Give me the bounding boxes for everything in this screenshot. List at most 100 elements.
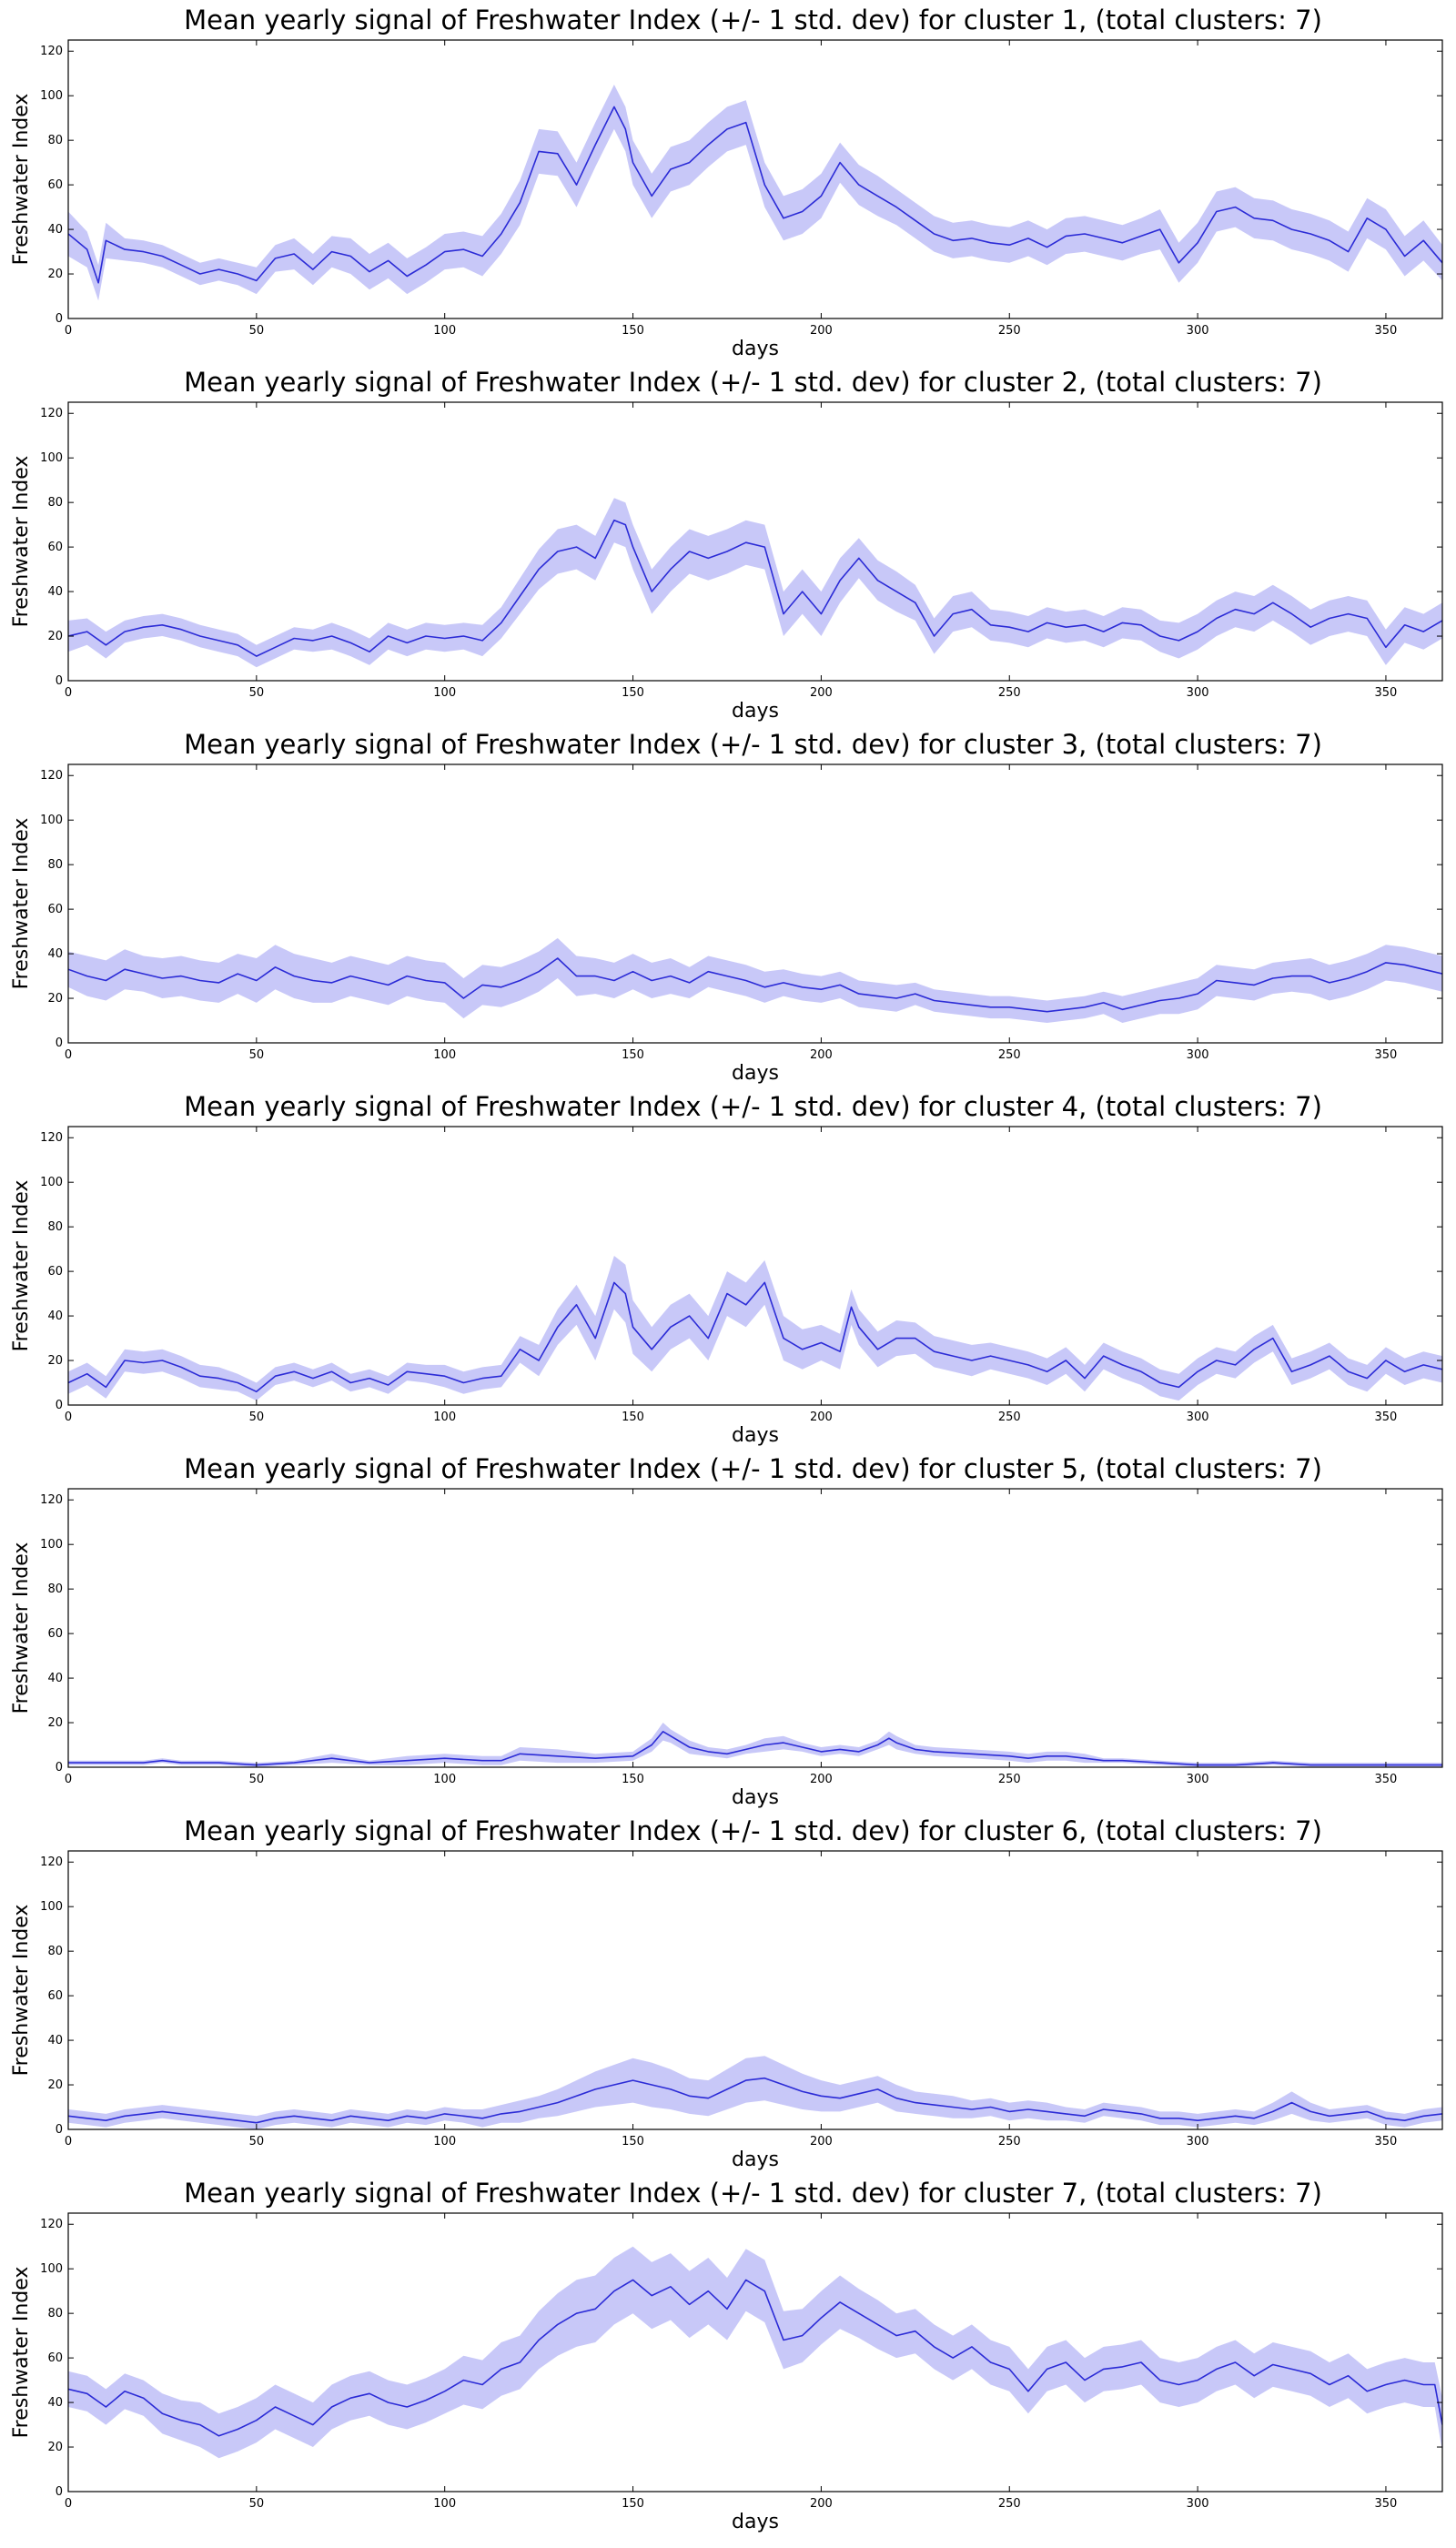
y-tick-label: 0 (56, 1036, 63, 1050)
x-tick-label: 200 (810, 324, 833, 338)
x-axis-label: days (732, 2149, 779, 2171)
x-tick-label: 100 (433, 1048, 456, 1062)
mean-line (68, 957, 1442, 1013)
x-tick-label: 200 (810, 1773, 833, 1786)
y-tick-label: 80 (47, 1582, 63, 1596)
x-tick-label: 50 (249, 2135, 265, 2149)
y-tick-label: 0 (56, 2123, 63, 2137)
y-tick-label: 80 (47, 858, 63, 872)
x-tick-label: 300 (1187, 1048, 1209, 1062)
axes-frame (67, 1126, 1443, 1406)
x-tick-label: 300 (1187, 686, 1209, 700)
x-axis-label: days (732, 338, 779, 360)
y-tick-label: 120 (40, 2218, 63, 2231)
y-tick-label: 120 (40, 407, 63, 420)
y-tick-label: 100 (40, 89, 63, 103)
x-tick-label: 300 (1187, 2135, 1209, 2149)
x-axis-label: days (732, 1424, 779, 1447)
y-tick-label: 20 (47, 2441, 63, 2454)
x-tick-label: 300 (1187, 1410, 1209, 1424)
x-tick-label: 200 (810, 2135, 833, 2149)
y-tick-label: 60 (47, 1265, 63, 1279)
y-tick-label: 80 (47, 496, 63, 510)
x-tick-label: 0 (65, 2497, 72, 2511)
std-band (68, 937, 1442, 1023)
axes-frame (67, 1850, 1443, 2130)
x-tick-label: 50 (249, 686, 265, 700)
y-tick-label: 100 (40, 1900, 63, 1914)
mean-line (68, 1731, 1442, 1766)
x-tick-label: 300 (1187, 2497, 1209, 2511)
y-axis-label: Freshwater Index (10, 1180, 33, 1352)
x-tick-label: 150 (622, 1048, 644, 1062)
x-tick-label: 300 (1187, 1773, 1209, 1786)
y-tick-label: 0 (56, 312, 63, 326)
x-tick-label: 100 (433, 2497, 456, 2511)
x-tick-label: 150 (622, 1773, 644, 1786)
x-tick-label: 250 (998, 1048, 1021, 1062)
y-tick-label: 40 (47, 1672, 63, 1685)
x-tick-label: 250 (998, 1773, 1021, 1786)
panel-title: Mean yearly signal of Freshwater Index (… (184, 1453, 1322, 1484)
y-tick-label: 40 (47, 1309, 63, 1323)
y-tick-label: 60 (47, 541, 63, 554)
mean-line (68, 519, 1442, 657)
x-axis-label: days (732, 1062, 779, 1085)
axes-frame (67, 763, 1443, 1044)
std-band (68, 85, 1442, 301)
x-axis-label: days (732, 700, 779, 723)
series-group (68, 498, 1442, 668)
x-tick-label: 50 (249, 2497, 265, 2511)
x-tick-label: 350 (1375, 2135, 1398, 2149)
std-band (68, 1256, 1442, 1401)
mean-line (68, 1281, 1442, 1393)
axes-frame (67, 2212, 1443, 2492)
x-tick-label: 200 (810, 1410, 833, 1424)
x-tick-label: 100 (433, 1410, 456, 1424)
axes-frame (67, 1488, 1443, 1768)
series-group (68, 2246, 1442, 2459)
panel-title: Mean yearly signal of Freshwater Index (… (184, 1091, 1322, 1122)
y-tick-label: 120 (40, 1493, 63, 1507)
y-axis-label: Freshwater Index (10, 94, 33, 266)
x-tick-label: 250 (998, 686, 1021, 700)
series-group (68, 85, 1442, 301)
y-tick-label: 20 (47, 1354, 63, 1368)
panel-title: Mean yearly signal of Freshwater Index (… (184, 367, 1322, 398)
y-axis-label: Freshwater Index (10, 456, 33, 628)
x-tick-label: 350 (1375, 1410, 1398, 1424)
y-tick-label: 0 (56, 674, 63, 688)
x-tick-label: 100 (433, 686, 456, 700)
std-band (68, 2246, 1442, 2459)
x-tick-label: 50 (249, 324, 265, 338)
x-tick-label: 250 (998, 2135, 1021, 2149)
y-tick-label: 60 (47, 178, 63, 192)
panel-title: Mean yearly signal of Freshwater Index (… (184, 5, 1322, 35)
y-tick-label: 20 (47, 992, 63, 1006)
y-tick-label: 100 (40, 2262, 63, 2276)
panel-title: Mean yearly signal of Freshwater Index (… (184, 1815, 1322, 1846)
axes-frame (67, 401, 1443, 682)
y-tick-label: 60 (47, 2351, 63, 2365)
y-tick-label: 20 (47, 268, 63, 281)
x-tick-label: 0 (65, 2135, 72, 2149)
x-tick-label: 50 (249, 1410, 265, 1424)
series-group (68, 1723, 1442, 1767)
x-tick-label: 200 (810, 1048, 833, 1062)
x-tick-label: 350 (1375, 1048, 1398, 1062)
y-tick-label: 60 (47, 903, 63, 916)
std-band (68, 498, 1442, 668)
series-group (68, 937, 1442, 1023)
y-tick-label: 80 (47, 1220, 63, 1234)
y-axis-label: Freshwater Index (10, 1905, 33, 2077)
y-tick-label: 60 (47, 1989, 63, 2003)
x-tick-label: 150 (622, 2497, 644, 2511)
x-tick-label: 100 (433, 324, 456, 338)
x-tick-label: 0 (65, 324, 72, 338)
x-tick-label: 150 (622, 324, 644, 338)
x-tick-label: 200 (810, 686, 833, 700)
x-tick-label: 0 (65, 1410, 72, 1424)
x-tick-label: 200 (810, 2497, 833, 2511)
x-tick-label: 50 (249, 1773, 265, 1786)
